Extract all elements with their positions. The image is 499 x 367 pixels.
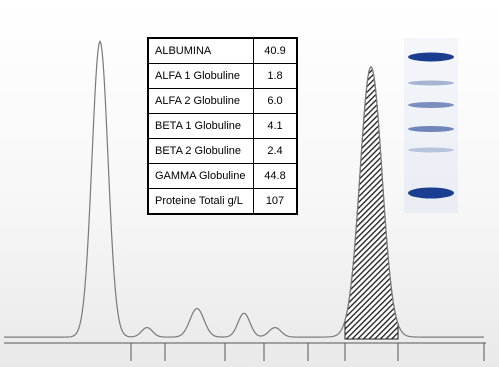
densitometry-curve [4, 39, 484, 338]
result-row: ALBUMINA 40.9 [147, 37, 298, 64]
fraction-name: BETA 1 Globuline [147, 113, 254, 139]
fraction-value: 6.0 [253, 88, 298, 114]
gel-band [408, 187, 454, 199]
result-row: GAMMA Globuline 44.8 [147, 163, 298, 189]
gel-strip [404, 38, 458, 213]
result-row: Proteine Totali g/L 107 [147, 188, 298, 215]
gel-band [408, 126, 454, 132]
gel-band [408, 52, 454, 62]
fraction-name: ALBUMINA [147, 37, 254, 64]
fraction-name: ALFA 1 Globuline [147, 63, 254, 89]
fraction-value: 1.8 [253, 63, 298, 89]
fraction-name: GAMMA Globuline [147, 163, 254, 189]
fraction-name: Proteine Totali g/L [147, 188, 254, 215]
result-row: ALFA 1 Globuline 1.8 [147, 63, 298, 89]
result-row: BETA 2 Globuline 2.4 [147, 138, 298, 164]
fraction-name: BETA 2 Globuline [147, 138, 254, 164]
results-table: ALBUMINA 40.9 ALFA 1 Globuline 1.8 ALFA 2 Gl… [147, 37, 298, 215]
result-row: ALFA 2 Globuline 6.0 [147, 88, 298, 114]
gel-band [408, 102, 454, 108]
fraction-name: ALFA 2 Globuline [147, 88, 254, 114]
gel-band [408, 147, 454, 153]
gel-band [408, 80, 454, 86]
fraction-value: 4.1 [253, 113, 298, 139]
fraction-value: 40.9 [253, 37, 298, 64]
fraction-value: 44.8 [253, 163, 298, 189]
fraction-value: 2.4 [253, 138, 298, 164]
result-row: BETA 1 Globuline 4.1 [147, 113, 298, 139]
fraction-value: 107 [253, 188, 298, 215]
gamma-peak-hatched [344, 66, 399, 340]
